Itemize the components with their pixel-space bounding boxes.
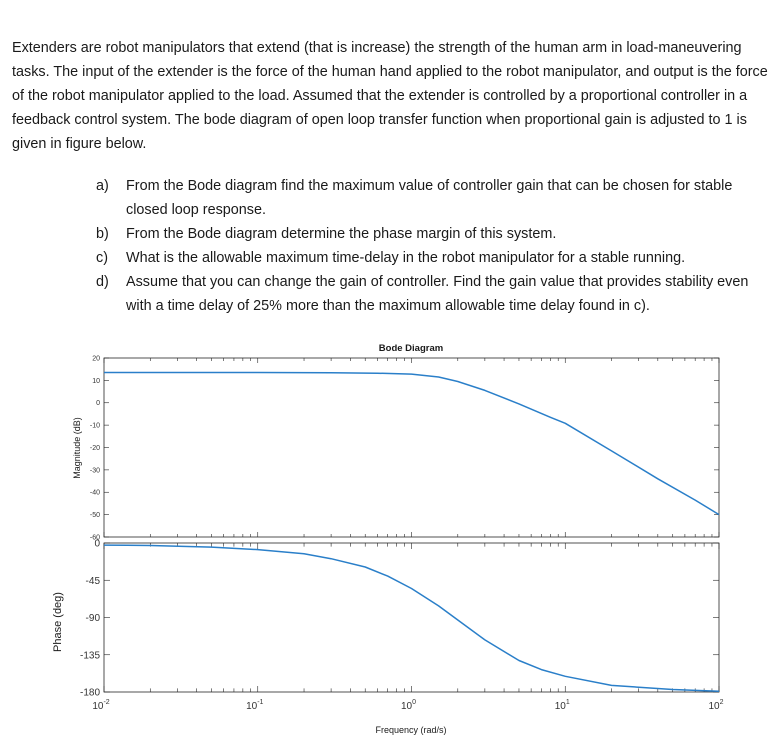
y-tick-label: -10 — [90, 423, 100, 430]
x-tick-label: 101 — [555, 699, 570, 712]
question-a: a) From the Bode diagram find the maximu… — [96, 174, 776, 222]
question-text: Assume that you can change the gain of c… — [126, 274, 749, 314]
x-tick-label: 10-1 — [246, 699, 263, 712]
magnitude-axis-label: Magnitude (dB) — [72, 417, 82, 479]
magnitude-frame — [103, 357, 720, 538]
question-text: From the Bode diagram find the maximum v… — [126, 178, 733, 218]
y-tick-label: -30 — [90, 467, 100, 474]
question-c: c) What is the allowable maximum time-de… — [96, 246, 776, 270]
y-tick-label: -20 — [90, 445, 100, 452]
y-tick-label: -60 — [90, 534, 100, 541]
magnitude-panel: 20 10 0 -10 -20 -30 -40 -50 -60 — [90, 355, 720, 541]
problem-intro: Extenders are robot manipulators that ex… — [12, 40, 768, 152]
y-tick-label: -135 — [80, 650, 100, 661]
question-letter: c) — [96, 250, 108, 266]
y-tick-label: -90 — [86, 613, 101, 624]
y-tick-label: 10 — [92, 378, 100, 385]
question-text: What is the allowable maximum time-delay… — [126, 250, 686, 266]
y-tick-label: 0 — [96, 400, 100, 407]
question-b: b) From the Bode diagram determine the p… — [96, 222, 776, 246]
question-letter: b) — [96, 226, 109, 242]
y-tick-label: 0 — [94, 539, 100, 550]
question-list: a) From the Bode diagram find the maximu… — [96, 174, 776, 318]
y-tick-label: 20 — [92, 355, 100, 362]
phase-axis-label: Phase (deg) — [52, 592, 64, 652]
y-tick-label: -50 — [90, 512, 100, 519]
question-text: From the Bode diagram determine the phas… — [126, 226, 557, 242]
chart-title: Bode Diagram — [379, 343, 443, 354]
y-tick-label: -180 — [80, 688, 100, 699]
x-tick-label: 10-2 — [92, 699, 109, 712]
phase-curve — [103, 544, 720, 692]
x-tick-label: 102 — [708, 699, 723, 712]
frequency-axis-label: Frequency (rad/s) — [375, 725, 446, 735]
question-d: d) Assume that you can change the gain o… — [96, 270, 776, 318]
x-tick-label: 100 — [401, 699, 416, 712]
question-letter: a) — [96, 178, 109, 194]
magnitude-curve — [104, 371, 720, 516]
question-letter: d) — [96, 274, 109, 290]
phase-frame — [103, 542, 720, 693]
y-tick-label: -45 — [86, 576, 101, 587]
y-tick-label: -40 — [90, 490, 100, 497]
